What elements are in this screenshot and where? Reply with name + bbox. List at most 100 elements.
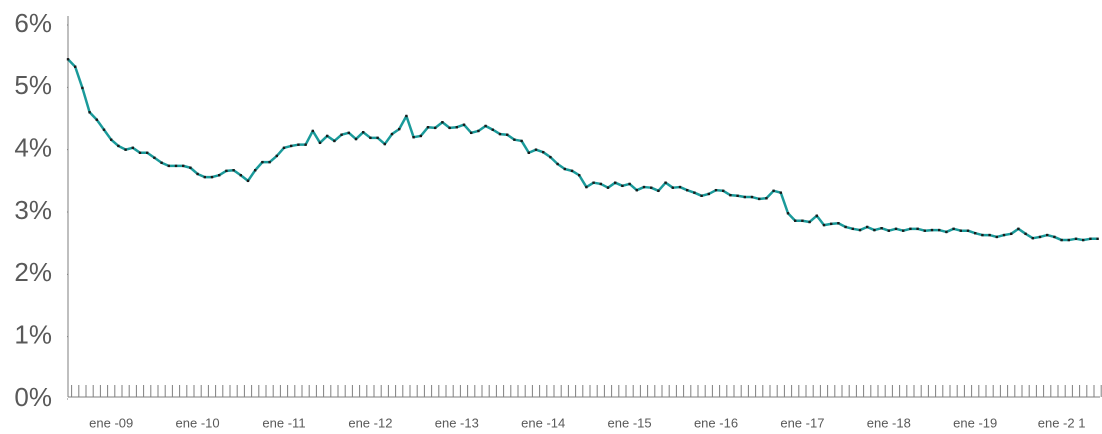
marker — [412, 136, 415, 139]
marker — [182, 164, 185, 168]
marker — [873, 228, 876, 232]
marker — [671, 186, 674, 189]
x-tick-label: ene -10 — [176, 415, 220, 430]
marker — [722, 189, 725, 193]
marker — [484, 124, 487, 128]
x-tick-label: ene -11 — [262, 415, 305, 430]
marker — [318, 141, 322, 145]
marker — [383, 142, 386, 146]
marker — [909, 227, 912, 231]
marker — [297, 143, 300, 146]
marker — [621, 184, 624, 188]
marker — [1082, 238, 1085, 242]
marker — [974, 231, 977, 235]
marker — [189, 166, 192, 169]
marker — [815, 214, 818, 217]
marker — [1067, 238, 1070, 242]
marker — [606, 186, 610, 189]
marker — [434, 126, 437, 130]
marker — [1002, 233, 1006, 237]
marker — [995, 235, 998, 239]
marker — [801, 219, 804, 222]
marker — [290, 144, 293, 148]
marker — [110, 138, 113, 141]
marker — [376, 136, 379, 140]
marker — [1096, 237, 1099, 241]
marker — [174, 164, 178, 168]
y-tick-label: 2% — [14, 257, 52, 287]
marker — [340, 133, 343, 136]
marker — [750, 195, 754, 199]
marker — [635, 188, 638, 192]
marker — [527, 151, 530, 154]
marker — [146, 151, 149, 154]
marker — [779, 191, 782, 194]
marker — [844, 225, 847, 229]
y-tick-label: 6% — [14, 8, 52, 38]
marker — [765, 197, 768, 200]
marker — [743, 195, 746, 199]
marker — [534, 148, 538, 151]
marker — [686, 188, 689, 192]
marker — [664, 181, 667, 184]
marker — [822, 223, 826, 227]
marker — [772, 189, 775, 193]
marker — [167, 164, 170, 168]
marker — [923, 229, 926, 232]
marker — [117, 144, 120, 148]
marker — [405, 114, 408, 118]
marker — [945, 230, 948, 234]
marker — [398, 127, 401, 131]
marker — [786, 212, 790, 215]
x-tick-label: ene -09 — [89, 415, 133, 430]
marker — [153, 156, 156, 159]
x-tick-label: ene -12 — [348, 415, 392, 430]
marker — [462, 123, 466, 126]
x-tick-label: ene -19 — [953, 415, 997, 430]
x-tick-label: ene -14 — [521, 415, 565, 430]
marker — [419, 134, 422, 138]
marker — [311, 129, 314, 133]
marker — [570, 169, 574, 173]
y-tick-label: 5% — [14, 70, 52, 100]
x-tick-label: ene -16 — [694, 415, 738, 430]
marker — [239, 174, 242, 177]
marker — [304, 143, 307, 146]
marker — [693, 191, 696, 194]
marker — [830, 222, 833, 226]
marker — [66, 58, 70, 61]
marker — [794, 219, 797, 222]
marker — [866, 225, 869, 229]
marker — [254, 169, 257, 172]
marker — [966, 229, 970, 232]
marker — [347, 131, 350, 135]
marker — [678, 185, 682, 189]
marker — [563, 167, 566, 171]
marker — [203, 175, 206, 179]
marker — [225, 169, 228, 173]
marker — [808, 220, 811, 224]
marker — [426, 126, 430, 129]
marker — [851, 227, 854, 231]
marker — [707, 192, 710, 196]
marker — [275, 154, 278, 158]
marker — [88, 111, 91, 114]
marker — [81, 86, 84, 90]
marker — [549, 155, 552, 159]
y-tick-label: 4% — [14, 133, 52, 163]
marker — [650, 186, 653, 189]
marker — [837, 222, 840, 225]
x-tick-label: ene -17 — [780, 415, 824, 430]
marker — [930, 228, 934, 232]
marker — [628, 182, 631, 186]
marker — [477, 129, 480, 133]
marker — [261, 160, 264, 164]
marker — [1046, 233, 1049, 237]
marker — [894, 227, 898, 231]
marker — [131, 146, 134, 149]
marker — [470, 131, 473, 135]
line — [67, 58, 1098, 242]
marker — [880, 227, 883, 230]
marker — [354, 137, 358, 141]
